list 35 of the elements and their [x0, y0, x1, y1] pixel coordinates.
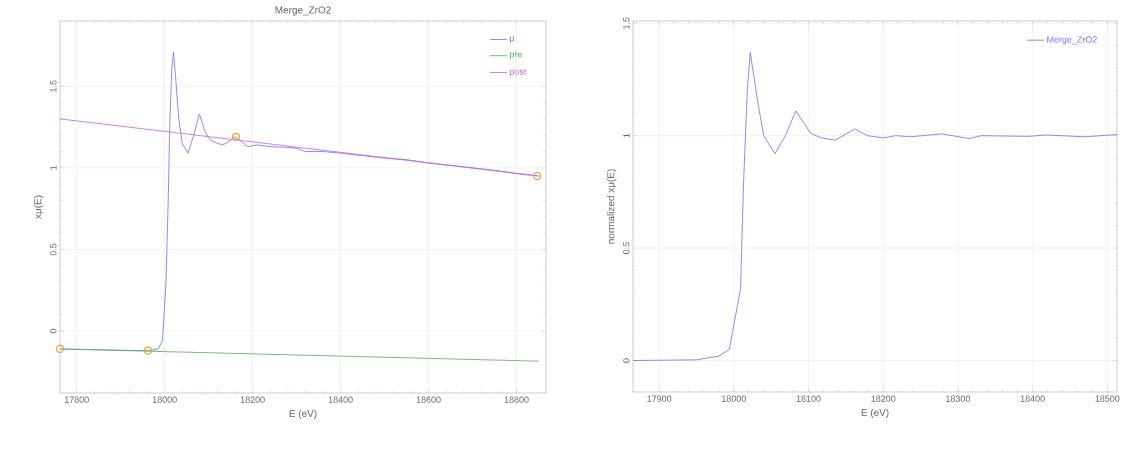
legend-label: μ: [509, 36, 514, 43]
x-axis-title: E (eV): [861, 408, 889, 418]
y-tick-label: 0: [623, 358, 630, 363]
y-axis-title: xμ(E): [34, 195, 44, 219]
point: [231, 132, 241, 141]
y-tick-label: 1.5: [623, 17, 630, 29]
x-tick-label: 17900: [647, 395, 672, 402]
x-tick-label: 18200: [871, 395, 896, 402]
y-tick-label: 1.5: [50, 80, 57, 92]
x-tick-label: 18400: [328, 396, 353, 403]
x-tick-label: 18200: [240, 396, 265, 403]
y-axis-title: normalized xμ(E): [607, 169, 617, 244]
y-tick-label: 1: [623, 133, 630, 138]
point: [143, 346, 153, 355]
x-tick-label: 18600: [416, 396, 441, 403]
x-tick-label: 18500: [1095, 395, 1120, 402]
line-series: [633, 52, 1118, 361]
y-tick-label: 0.5: [50, 243, 57, 256]
x-tick-label: 18000: [152, 396, 177, 403]
x-tick-label: 17800: [64, 396, 89, 403]
x-tick-label: 18800: [504, 396, 529, 403]
legend-label: pre: [509, 52, 522, 60]
x-tick-label: 18300: [946, 395, 971, 402]
legend-label: Merge_ZrO2: [1047, 36, 1097, 45]
x-axis-title: E (eV): [289, 409, 317, 419]
point: [533, 171, 542, 181]
point: [55, 344, 65, 354]
y-tick-label: 0.5: [623, 242, 630, 254]
x-tick-label: 18100: [796, 395, 821, 402]
y-tick-label: 0: [50, 328, 57, 334]
x-tick-label: 18000: [722, 395, 746, 402]
y-tick-label: 1: [50, 165, 57, 170]
x-tick-label: 18400: [1020, 395, 1045, 402]
chart-title: Merge_ZrO2: [275, 6, 331, 16]
legend-label: post: [509, 68, 527, 77]
